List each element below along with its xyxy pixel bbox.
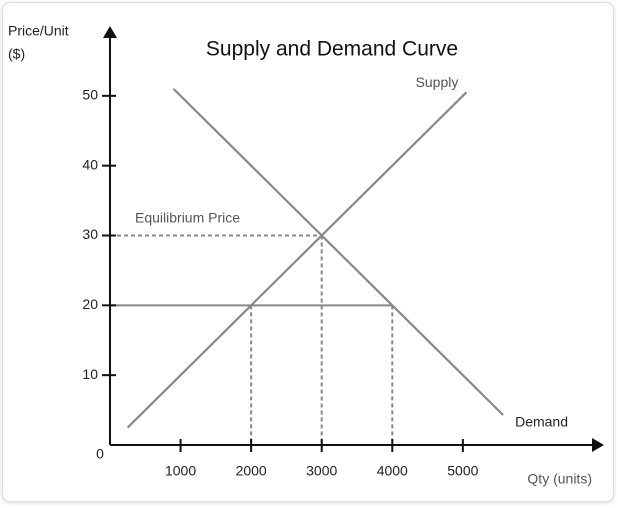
card [2, 2, 614, 502]
series-line [172, 88, 504, 416]
x-tick-label: 5000 [447, 463, 478, 479]
y-axis-label: ($) [8, 46, 25, 62]
y-tick-label: 40 [82, 156, 98, 172]
x-tick-label: 1000 [165, 463, 196, 479]
x-tick-label: 2000 [236, 463, 267, 479]
series-line [126, 91, 468, 429]
y-axis-arrow [103, 26, 117, 38]
legend-label: Supply [416, 74, 459, 90]
x-axis-label: Qty (units) [527, 471, 592, 487]
x-axis-arrow [592, 438, 604, 452]
y-tick-label: 50 [82, 87, 98, 103]
annotation: Equilibrium Price [135, 210, 240, 226]
x-tick-label: 4000 [377, 463, 408, 479]
legend-label: Demand [515, 414, 568, 430]
y-tick-label: 20 [82, 296, 98, 312]
y-tick-label: 30 [82, 226, 98, 242]
y-axis-label: Price/Unit [8, 23, 69, 39]
x-tick-label: 3000 [306, 463, 337, 479]
origin-label: 0 [96, 446, 104, 462]
y-tick-label: 10 [82, 366, 98, 382]
chart-title: Supply and Demand Curve [206, 38, 458, 61]
